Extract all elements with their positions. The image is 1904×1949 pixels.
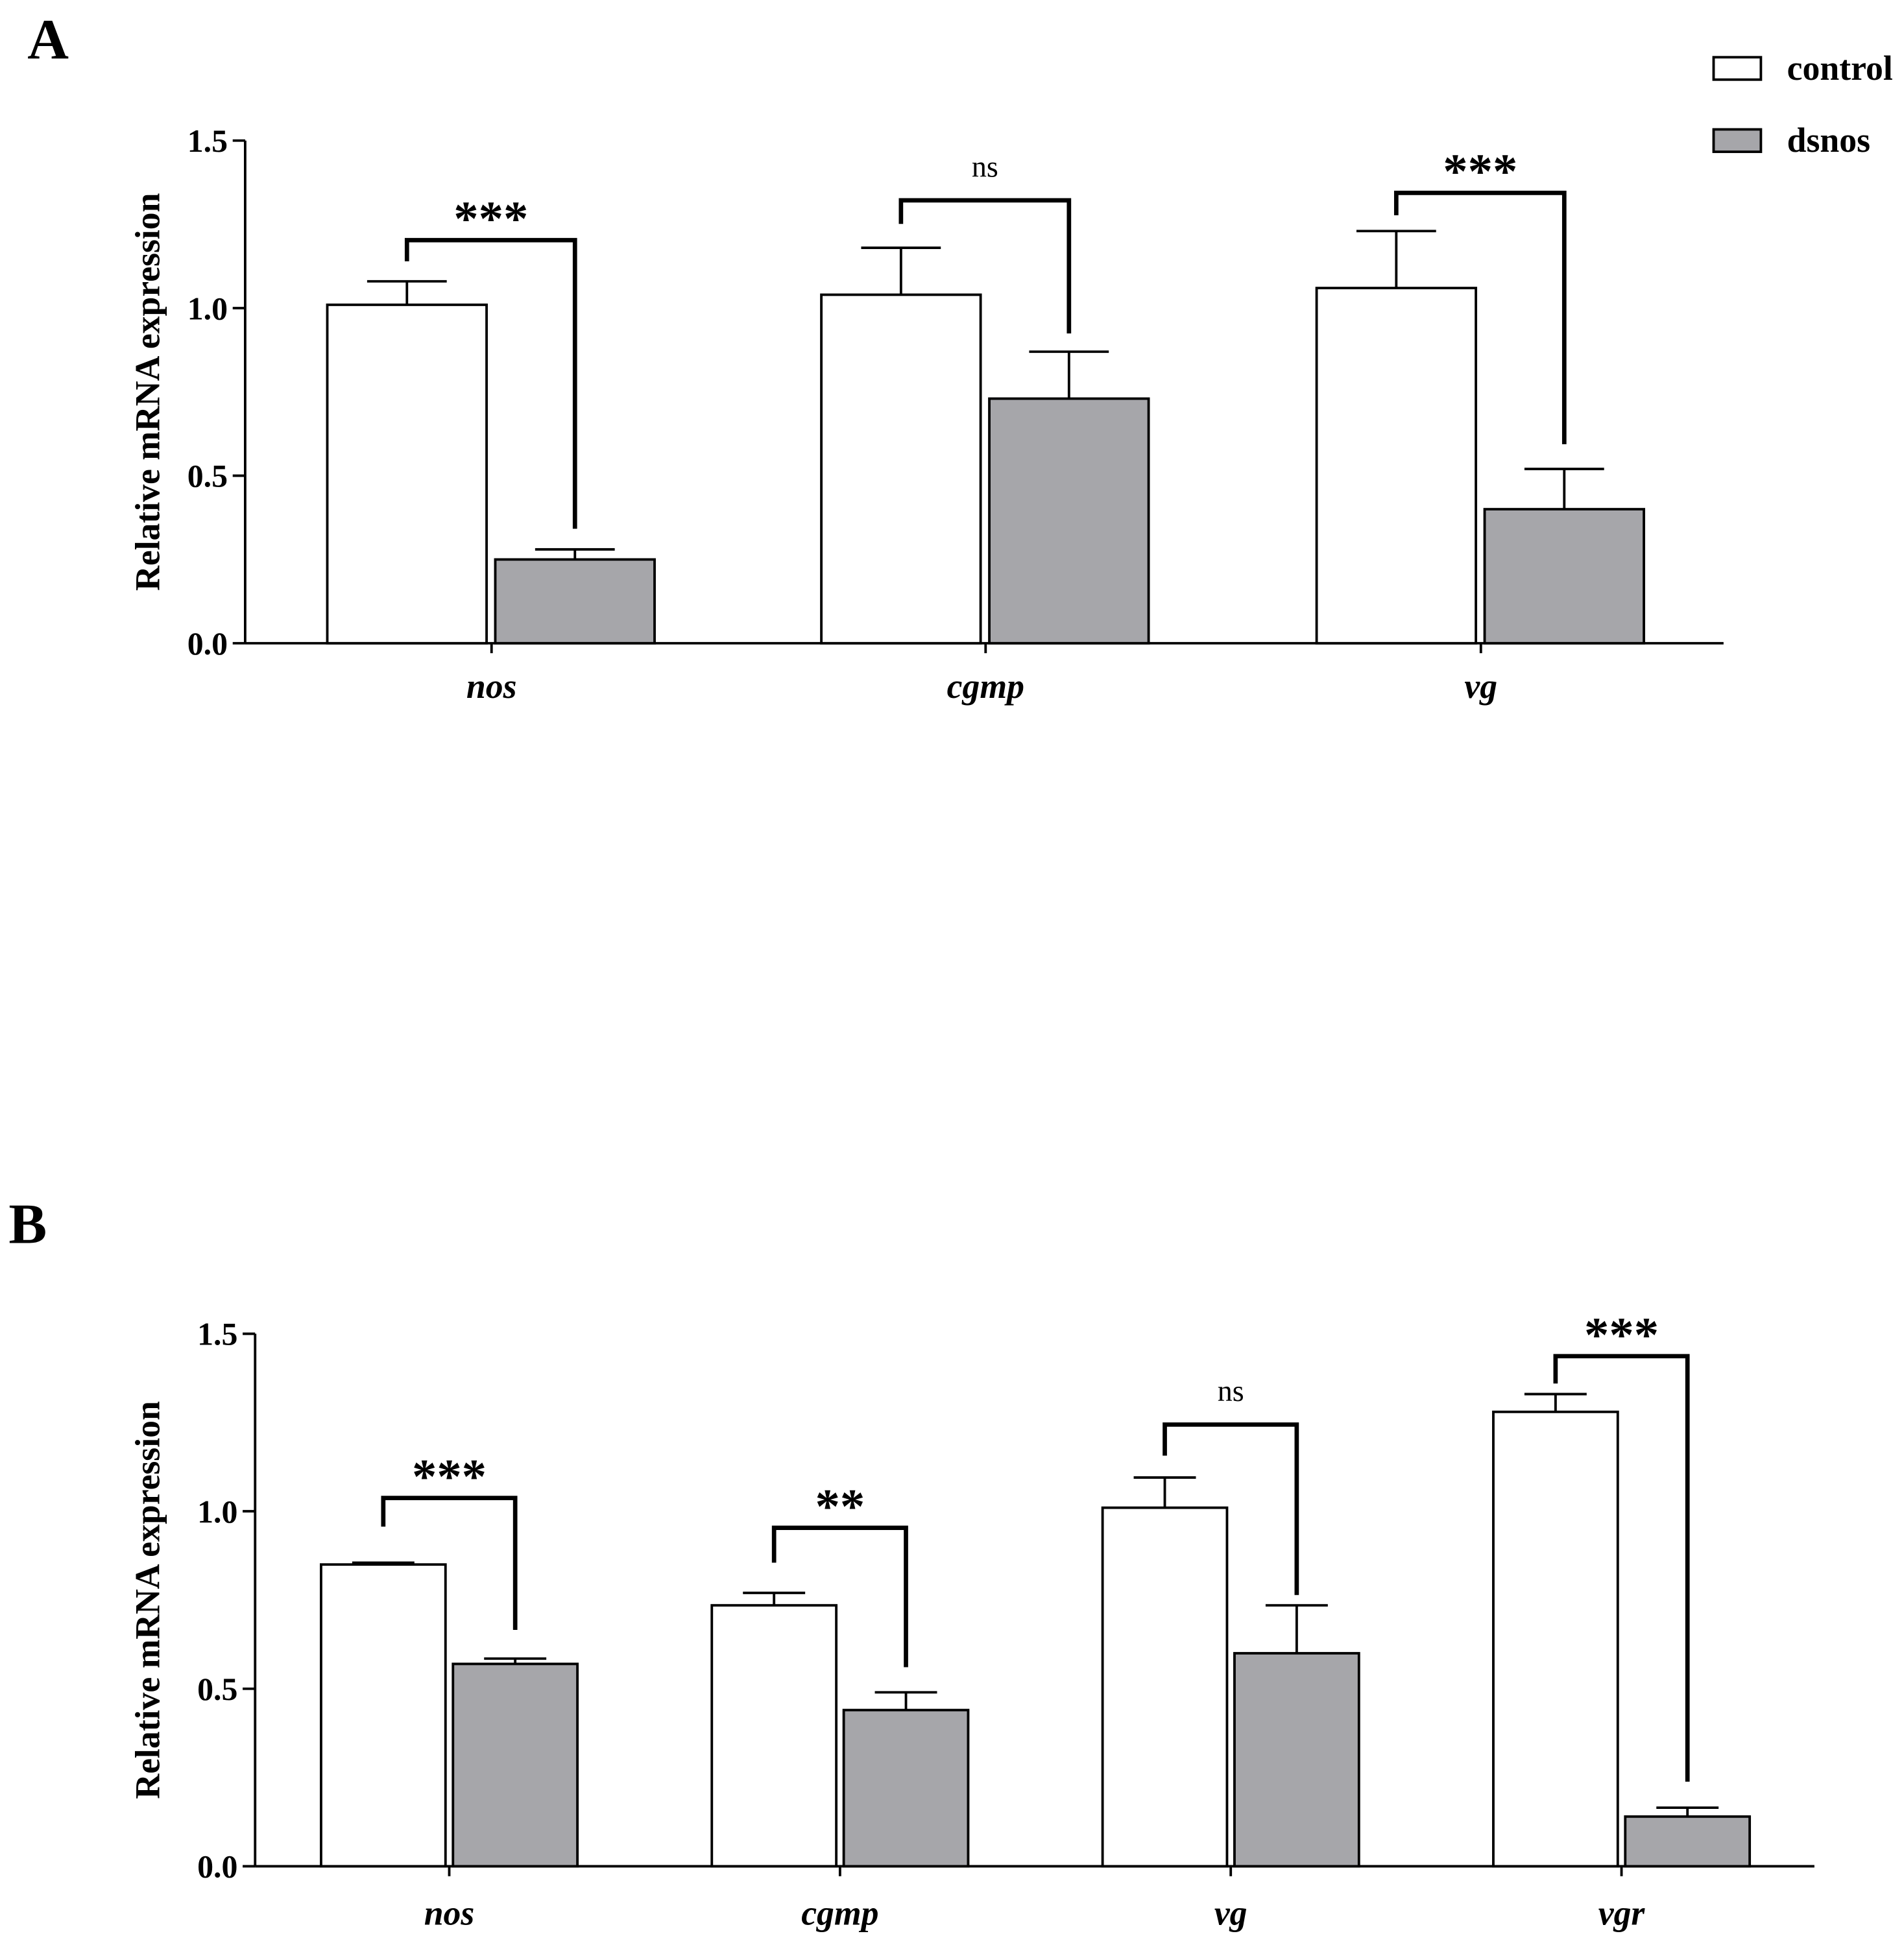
bar-dsnos-vg <box>1483 508 1645 645</box>
bar-dsnos-vgr <box>1624 1815 1752 1868</box>
chart-panel-A: A 0.0 0.5 1.0 1.5 Relative mRNA expression nos… <box>27 8 1724 706</box>
y-tick-label: 1.5 <box>197 1317 237 1352</box>
bar-control-vg <box>1315 287 1478 645</box>
significance-label-vgr: *** <box>1584 1307 1659 1362</box>
x-tick-label-cgmp: cgmp <box>801 1894 878 1933</box>
significance-bracket-vg <box>1163 1422 1299 1596</box>
bar-control-nos <box>320 1563 447 1868</box>
y-axis-label: Relative mRNA expression <box>128 1401 167 1799</box>
bar-control-cgmp <box>710 1604 838 1868</box>
x-tick-label-nos: nos <box>424 1894 475 1933</box>
significance-bracket-nos <box>404 237 577 529</box>
significance-bracket-nos <box>381 1496 518 1630</box>
x-tick-label-vgr: vgr <box>1598 1894 1646 1933</box>
chart-panel-B: B 0.0 0.5 1.0 1.5 Relative mRNA expression nos… <box>8 1192 1814 1933</box>
significance-label-vg: ns <box>1218 1374 1244 1407</box>
y-tick-label: 1.0 <box>197 1494 237 1529</box>
y-axis-label: Relative mRNA expression <box>128 193 167 591</box>
y-tick-label: 1.5 <box>187 123 228 159</box>
y-tick-label: 1.0 <box>187 291 228 326</box>
significance-label-cgmp: ns <box>972 150 998 183</box>
panel-label: B <box>8 1192 47 1256</box>
legend-swatch-control <box>1712 56 1763 81</box>
y-tick-label: 0.0 <box>197 1849 237 1885</box>
bar-dsnos-nos <box>494 558 656 645</box>
bar-dsnos-nos <box>452 1662 579 1868</box>
significance-label-nos: *** <box>412 1449 487 1504</box>
bar-control-nos <box>326 304 488 645</box>
significance-bracket-vg <box>1393 190 1567 444</box>
bar-control-cgmp <box>820 293 982 645</box>
legend-label-dsnos: dsnos <box>1787 121 1870 160</box>
x-tick-label-nos: nos <box>466 667 517 706</box>
bar-control-vg <box>1101 1506 1229 1868</box>
bar-dsnos-cgmp <box>988 397 1150 645</box>
legend: control dsnos <box>1712 49 1893 160</box>
significance-bracket-cgmp <box>898 198 1072 334</box>
bar-control-vgr <box>1492 1410 1619 1868</box>
panel-label: A <box>27 8 69 71</box>
bar-dsnos-vg <box>1233 1652 1360 1868</box>
significance-label-cgmp: ** <box>815 1479 865 1534</box>
y-tick-label: 0.0 <box>187 626 228 662</box>
significance-bracket-cgmp <box>771 1525 908 1668</box>
x-tick-label-cgmp: cgmp <box>947 667 1024 706</box>
y-tick-label: 0.5 <box>187 459 228 494</box>
significance-label-vg: *** <box>1443 144 1517 199</box>
legend-swatch-dsnos <box>1712 128 1763 153</box>
x-tick-label-vg: vg <box>1464 667 1497 706</box>
legend-label-control: control <box>1787 49 1893 88</box>
y-tick-label: 0.5 <box>197 1671 237 1707</box>
bar-dsnos-cgmp <box>842 1708 970 1868</box>
significance-label-nos: *** <box>453 191 528 246</box>
significance-bracket-vgr <box>1553 1354 1690 1782</box>
x-tick-label-vg: vg <box>1214 1894 1247 1933</box>
